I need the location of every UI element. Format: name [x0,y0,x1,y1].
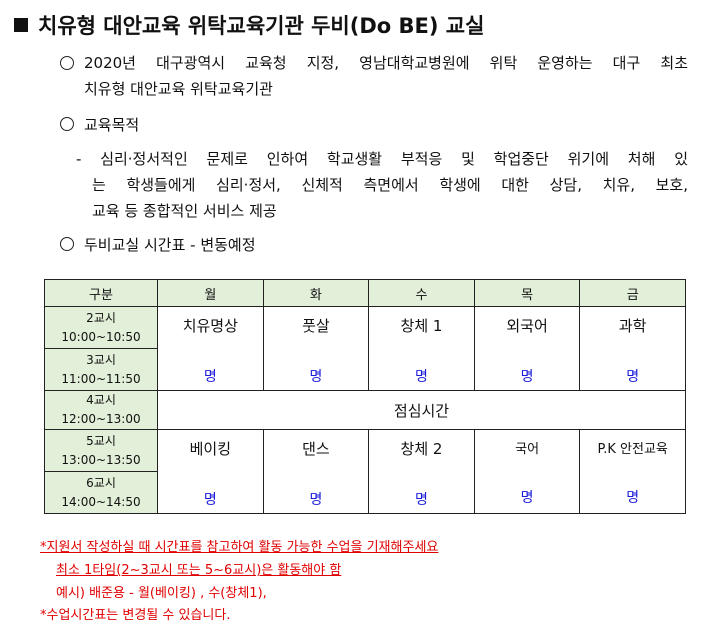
lunch-cell: 점심시간 [157,390,686,430]
header-cell: 월 [157,279,264,307]
table-row: 4교시 12:00~13:00 점심시간 [44,390,686,430]
table-row: 3교시 11:00~11:50 [44,348,686,391]
subject-cell: 베이킹 명 [157,429,264,514]
period-cell: 5교시 13:00~13:50 [44,429,158,472]
period-cell: 3교시 11:00~11:50 [44,348,158,391]
header-cell: 수 [368,279,475,307]
note-line: 최소 1타임(2~3교시 또는 5~6교시)은 활동해야 함 [56,563,342,578]
header-cell: 구분 [44,279,158,307]
subject-cell: 댄스 명 [262,429,370,514]
subject-cell: P.K 안전교육 명 [579,429,686,514]
note-line: 예시) 배준용 - 월(베이킹) , 수(창체1), [56,586,267,601]
note-line: *수업시간표는 변경될 수 있습니다. [40,608,231,623]
subject-cell: 풋살 명 [262,306,370,391]
period-cell: 2교시 10:00~10:50 [44,306,158,349]
circle-bullet-icon [60,237,74,251]
subject-cell: 국어 명 [473,429,581,514]
schedule-heading: 두비교실 시간표 - 변동예정 [60,234,256,255]
header-cell: 화 [262,279,370,307]
purpose-text: - 심리·정서적인 문제로 인하여 학교생활 부적응 및 학업중단 위기에 처해… [76,150,688,220]
table-header-row: 구분 월 화 수 목 금 [44,279,686,307]
subject-cell: 과학 명 [579,306,686,391]
header-cell: 목 [473,279,581,307]
page-title: 치유형 대안교육 위탁교육기관 두비(Do BE) 교실 [14,10,484,40]
subject-cell: 치유명상 명 [157,306,264,391]
purpose-heading: 교육목적 [60,114,139,135]
header-cell: 금 [579,279,686,307]
note-line: *지원서 작성하실 때 시간표를 참고하여 활동 가능한 수업을 기재해주세요 [40,540,439,555]
period-cell: 4교시 12:00~13:00 [44,390,158,430]
schedule-table: 구분 월 화 수 목 금 2교시 10:00~10:50 치유명상 명 풋살 명 창체… [44,279,686,514]
circle-bullet-icon [60,56,74,70]
subject-cell: 외국어 명 [473,306,581,391]
table-row: 6교시 14:00~14:50 [44,471,686,514]
square-bullet-icon [14,18,28,32]
intro-item: 2020년 대구광역시 교육청 지정, 영남대학교병원에 위탁 운영하는 대구 … [60,52,688,99]
period-cell: 6교시 14:00~14:50 [44,471,158,514]
circle-bullet-icon [60,117,74,131]
